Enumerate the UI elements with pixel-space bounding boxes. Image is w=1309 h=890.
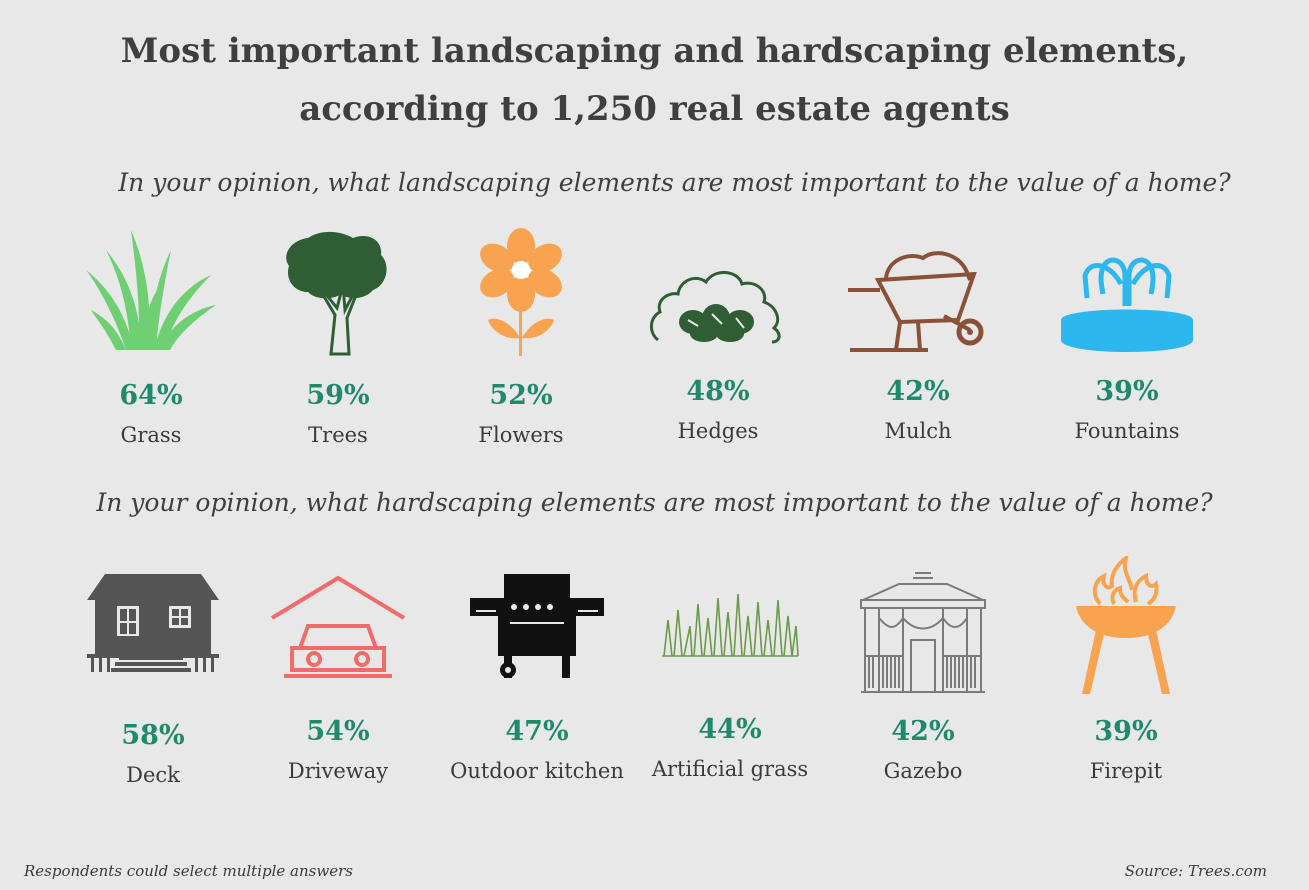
item-hedges: 48% Hedges	[618, 262, 818, 452]
hardscaping-question: In your opinion, what hardscaping elemen…	[96, 488, 1213, 517]
firepit-label: Firepit	[1089, 759, 1163, 783]
deck-label: Deck	[126, 763, 180, 787]
fountains-label: Fountains	[1074, 419, 1180, 443]
driveway-percent: 54%	[306, 716, 370, 747]
house-deck-icon	[87, 574, 219, 672]
fountains-percent: 39%	[1095, 376, 1159, 407]
firepit-icon	[1076, 556, 1176, 694]
hedges-percent: 48%	[686, 376, 750, 407]
grass-percent: 64%	[119, 380, 183, 411]
grill-icon	[470, 574, 604, 678]
footnote: Respondents could select multiple answer…	[24, 862, 353, 880]
outdoor-kitchen-label: Outdoor kitchen	[450, 759, 624, 783]
car-garage-icon	[270, 575, 406, 678]
grass-icon	[86, 230, 216, 350]
item-artificial-grass: 44% Artificial grass	[630, 590, 830, 790]
wheelbarrow-icon	[848, 251, 984, 352]
outdoor-kitchen-percent: 47%	[505, 716, 569, 747]
artificial-grass-percent: 44%	[698, 714, 762, 745]
artificial-grass-icon	[662, 593, 799, 657]
item-driveway: 54% Driveway	[238, 574, 438, 790]
item-mulch: 42% Mulch	[818, 250, 1018, 450]
item-gazebo: 42% Gazebo	[823, 570, 1023, 790]
gazebo-icon	[860, 572, 986, 693]
item-fountains: 39% Fountains	[1027, 254, 1227, 450]
title-line-1: Most important landscaping and hardscapi…	[120, 31, 1189, 71]
page-title: Most important landscaping and hardscapi…	[0, 22, 1309, 138]
mulch-label: Mulch	[884, 419, 952, 443]
fountain-icon	[1061, 257, 1193, 352]
grass-label: Grass	[120, 423, 182, 447]
mulch-percent: 42%	[886, 376, 950, 407]
flowers-label: Flowers	[478, 423, 564, 447]
item-firepit: 39% Firepit	[1026, 556, 1226, 790]
landscaping-question: In your opinion, what landscaping elemen…	[118, 168, 1231, 197]
gazebo-label: Gazebo	[883, 759, 963, 783]
deck-percent: 58%	[121, 720, 185, 751]
firepit-percent: 39%	[1094, 716, 1158, 747]
item-grass: 64% Grass	[51, 230, 251, 450]
flowers-percent: 52%	[489, 380, 553, 411]
trees-percent: 59%	[306, 380, 370, 411]
hedge-icon	[650, 271, 781, 344]
item-flowers: 52% Flowers	[421, 228, 621, 448]
source-credit: Source: Trees.com	[1124, 862, 1267, 880]
flower-icon	[480, 228, 562, 356]
trees-label: Trees	[308, 423, 368, 447]
tree-icon	[286, 231, 387, 356]
hedges-label: Hedges	[677, 419, 759, 443]
driveway-label: Driveway	[287, 759, 389, 783]
item-outdoor-kitchen: 47% Outdoor kitchen	[437, 572, 637, 790]
item-trees: 59% Trees	[238, 230, 438, 450]
gazebo-percent: 42%	[891, 716, 955, 747]
artificial-grass-label: Artificial grass	[651, 757, 809, 781]
title-line-2: according to 1,250 real estate agents	[299, 89, 1010, 129]
item-deck: 58% Deck	[53, 572, 253, 792]
